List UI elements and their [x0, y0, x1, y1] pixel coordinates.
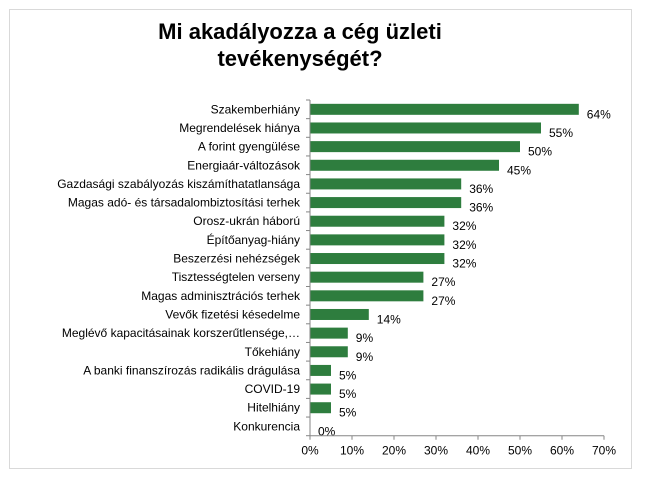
data-label: 32%: [452, 238, 476, 252]
category-label: Építőanyag-hiány: [207, 232, 300, 247]
data-label: 9%: [356, 350, 374, 364]
data-label: 64%: [587, 107, 611, 121]
x-tick-label: 40%: [466, 444, 490, 458]
x-tick-label: 70%: [592, 444, 616, 458]
data-label: 0%: [318, 424, 336, 438]
bar: [310, 308, 369, 320]
category-label: A banki finanszírozás radikális drágulás…: [83, 363, 300, 377]
data-label: 45%: [507, 163, 531, 177]
category-label: Orosz-ukrán háború: [193, 214, 300, 228]
category-label: Megrendelések hiánya: [179, 121, 300, 135]
category-label: Gazdasági szabályozás kiszámíthatatlansá…: [57, 177, 300, 191]
bar: [310, 271, 424, 283]
bar: [310, 215, 445, 227]
bar: [310, 178, 462, 190]
x-tick-label: 0%: [301, 444, 319, 458]
bar: [310, 290, 424, 302]
data-label: 5%: [339, 406, 357, 420]
bar: [310, 253, 445, 265]
category-label: Hitelhiány: [247, 401, 300, 415]
data-label: 36%: [469, 201, 493, 215]
x-tick-label: 20%: [382, 444, 406, 458]
category-label: A forint gyengülése: [198, 140, 300, 154]
category-label: Konkurencia: [233, 419, 300, 433]
x-tick-label: 60%: [550, 444, 574, 458]
data-label: 9%: [356, 331, 374, 345]
bar: [310, 346, 348, 358]
bar: [310, 364, 331, 376]
data-label: 27%: [431, 275, 455, 289]
bar: [310, 103, 579, 115]
bar: [310, 383, 331, 395]
category-label: Meglévő kapacitásainak korszerűtlensége,…: [62, 326, 300, 340]
x-tick-label: 10%: [340, 444, 364, 458]
chart-title: Mi akadályozza a cég üzleti tevékenységé…: [158, 19, 442, 71]
bar: [310, 197, 462, 209]
bar: [310, 402, 331, 414]
bar: [310, 122, 541, 134]
data-label: 14%: [377, 312, 401, 326]
category-label: Energiaár-változások: [187, 158, 301, 172]
category-label: Vevők fizetési késedelme: [165, 307, 300, 321]
data-label: 5%: [339, 387, 357, 401]
bar: [310, 159, 499, 171]
category-label: COVID-19: [245, 382, 301, 396]
x-tick-label: 50%: [508, 444, 532, 458]
category-label: Szakemberhiány: [211, 102, 300, 116]
category-label: Magas adó- és társadalombiztosítási terh…: [68, 196, 301, 210]
bar: [310, 327, 348, 339]
data-label: 5%: [339, 368, 357, 382]
x-tick-label: 30%: [424, 444, 448, 458]
category-label: Tisztességtelen verseny: [172, 270, 300, 284]
data-label: 27%: [431, 294, 455, 308]
data-label: 50%: [528, 145, 552, 159]
category-label: Tőkehiány: [245, 345, 300, 359]
bar: [310, 141, 520, 153]
bar: [310, 234, 445, 246]
data-label: 55%: [549, 126, 573, 140]
category-label: Beszerzési nehézségek: [173, 252, 301, 266]
data-label: 32%: [452, 219, 476, 233]
data-label: 32%: [452, 257, 476, 271]
category-label: Magas adminisztrációs terhek: [141, 289, 301, 303]
data-label: 36%: [469, 182, 493, 196]
